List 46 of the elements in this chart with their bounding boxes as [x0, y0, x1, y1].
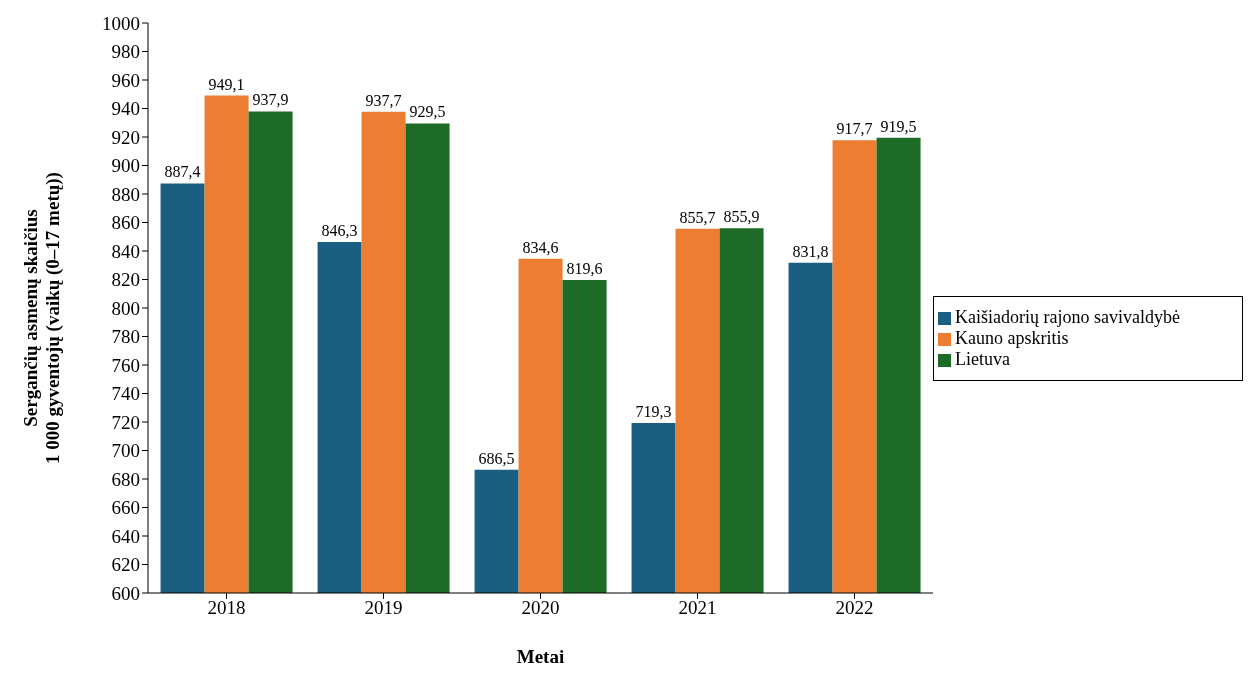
y-tick-label: 660	[111, 497, 140, 519]
y-tick-label: 800	[111, 297, 140, 319]
legend-label: Kauno apskritis	[955, 327, 1069, 348]
y-tick-label: 840	[111, 240, 140, 262]
data-label: 719,3	[635, 403, 672, 420]
y-tick-label: 980	[111, 41, 140, 63]
data-label: 855,9	[723, 208, 760, 226]
data-label: 937,9	[252, 91, 289, 109]
y-tick-label: 940	[111, 98, 140, 120]
data-label: 846,3	[321, 222, 358, 240]
y-tick-label: 640	[111, 525, 140, 547]
x-tick-label: 2021	[678, 597, 717, 619]
x-axis-title: Metai	[516, 646, 565, 667]
y-tick-label: 720	[111, 411, 140, 433]
y-tick-label: 700	[111, 440, 140, 462]
y-tick-label: 780	[111, 326, 140, 348]
data-label: 919,5	[880, 117, 917, 135]
x-tick-label: 2019	[364, 597, 403, 619]
legend-label: Kaišiadorių rajono savivaldybė	[955, 306, 1180, 327]
legend-label: Lietuva	[955, 348, 1010, 369]
data-label: 949,1	[208, 75, 245, 93]
data-label: 819,6	[566, 260, 603, 278]
y-tick-label: 600	[111, 582, 140, 604]
x-tick-label: 2022	[835, 597, 874, 619]
y-tick-label: 1000	[102, 12, 140, 34]
data-label: 834,6	[522, 238, 559, 256]
y-tick-label: 960	[111, 69, 140, 91]
y-axis-title: Sergančių asmenų skaičius 1 000 gyventojų (vaikų (0–17 metų))	[20, 172, 64, 464]
y-tick-label: 760	[111, 354, 140, 376]
x-tick-label: 2018	[207, 597, 246, 619]
data-label: 917,7	[836, 120, 873, 138]
data-label: 887,4	[164, 163, 201, 181]
data-label: 929,5	[409, 103, 446, 121]
data-label: 937,7	[365, 91, 402, 109]
y-tick-label: 920	[111, 126, 140, 148]
x-tick-label: 2020	[521, 597, 560, 619]
data-label: 831,8	[792, 242, 829, 260]
data-label: 686,5	[478, 449, 515, 467]
y-tick-label: 680	[111, 468, 140, 490]
y-tick-label: 820	[111, 269, 140, 291]
y-tick-label: 620	[111, 554, 140, 576]
y-tick-label: 740	[111, 383, 140, 405]
y-tick-label: 880	[111, 183, 140, 205]
data-label: 855,7	[679, 208, 716, 226]
y-tick-label: 860	[111, 212, 140, 234]
y-tick-label: 900	[111, 155, 140, 177]
